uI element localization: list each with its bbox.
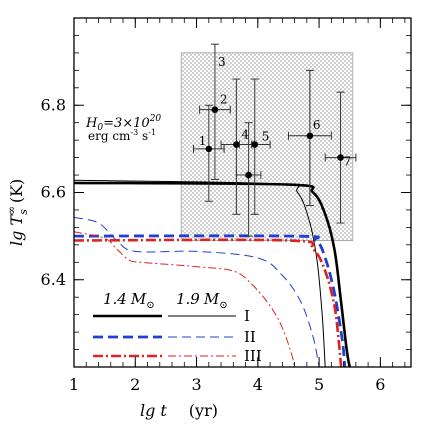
legend-row-label-I: I	[244, 307, 250, 325]
observation-label: 4	[241, 128, 249, 142]
observation-point: 2	[199, 43, 231, 180]
x-tick-label: 3	[191, 375, 201, 394]
cooling-curve-III-14	[74, 238, 343, 367]
observations-layer: 1 2 3 4 5 6 7	[192, 43, 357, 237]
observation-label: 1	[199, 134, 207, 148]
cooling-curve-I-19	[74, 179, 326, 367]
x-tick-label: 2	[130, 375, 140, 394]
observation-label: 5	[262, 130, 270, 144]
observation-point: 1	[192, 104, 225, 202]
observation-label: 3	[218, 55, 226, 69]
observation-point: 4	[220, 78, 253, 215]
x-tick-label: 1	[69, 375, 79, 394]
legend-header-left: 1.4 M⊙	[103, 290, 155, 311]
x-tick-label: 6	[375, 375, 385, 394]
obs-marker	[337, 154, 344, 161]
legend-header-right: 1.9 M⊙	[176, 290, 228, 311]
observation-label: 2	[220, 93, 228, 107]
observation-point	[235, 122, 262, 237]
obs-marker	[211, 106, 219, 113]
legend-row-label-II: II	[244, 328, 256, 346]
legend-row-label-III: III	[244, 347, 262, 365]
annotation-line1: H0=3×1020	[85, 114, 161, 133]
x-tick-label: 5	[314, 375, 324, 394]
y-tick-label: 6.6	[41, 183, 66, 202]
observation-point: 7	[324, 91, 357, 224]
observation-point: 6	[287, 69, 332, 207]
y-tick-label: 6.4	[41, 270, 66, 289]
observation-label: 6	[313, 118, 321, 132]
x-tick-label: 4	[253, 375, 263, 394]
observation-label: 7	[344, 155, 352, 169]
y-tick-label: 6.8	[41, 95, 66, 114]
obs-marker	[245, 171, 252, 179]
x-axis-title: lg t (yr)	[140, 401, 218, 420]
obs-marker	[205, 145, 213, 153]
y-axis-title: lgT∞s(K)	[5, 179, 30, 246]
obs-marker	[306, 132, 314, 140]
obs-marker	[251, 141, 259, 148]
observation-point: 5	[238, 78, 271, 215]
obs-marker	[233, 141, 240, 148]
annotation-line2: erg cm-3 s-1	[88, 128, 156, 143]
cooling-curve-II-14	[74, 234, 347, 367]
axis-ticks: 1 2 3 4 5 66.46.66.8	[41, 17, 411, 394]
